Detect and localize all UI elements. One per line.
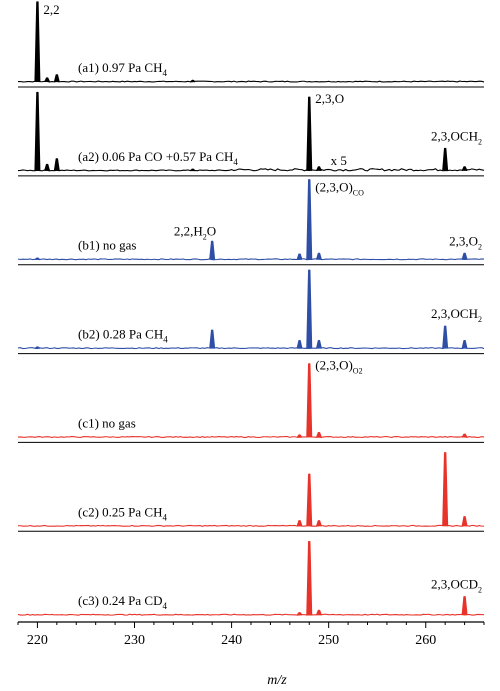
spectrum-peak [306, 473, 313, 527]
spectrum-peak [296, 612, 303, 616]
spectrum-peak [306, 179, 313, 260]
spectrum-peak [44, 77, 51, 83]
spectrum-panel-c3: (c3) 0.24 Pa CD4 2,3,OCD2 [17, 540, 485, 616]
spectrum-panel-b1: (b1) no gas 2,2,H2O (2,3,O)CO 2,3,O2 [17, 179, 485, 266]
peak-annotation: 2,3,OCH2 [431, 306, 482, 324]
x-tick-label: 220 [27, 633, 48, 648]
panel-label: (b1) no gas [78, 238, 137, 253]
spectrum-peak [306, 96, 313, 171]
spectrum-peak [209, 329, 216, 349]
peak-annotation: 2,2 [43, 2, 59, 17]
spectrum-peak [442, 452, 449, 527]
panel-label: (c2) 0.25 Pa CH4 [78, 504, 168, 522]
spectra-panels: (a1) 0.97 Pa CH4 2,2 (a2) 0.06 Pa CO +0.57… [17, 1, 485, 616]
peak-annotation: 2,2,H2O [174, 223, 216, 241]
spectrum-peak [461, 596, 468, 616]
panel-label: (b2) 0.28 Pa CH4 [78, 327, 168, 345]
spectrum-panel-a1: (a1) 0.97 Pa CH4 2,2 [17, 1, 485, 88]
spectrum-peak [461, 166, 468, 172]
spectrum-panel-a2: (a2) 0.06 Pa CO +0.57 Pa CH4 x 5 2,3,O 2,3,… [17, 91, 485, 177]
panel-label: (c3) 0.24 Pa CD4 [78, 593, 168, 611]
spectrum-baseline [17, 613, 485, 616]
spectrum-peak [44, 163, 51, 172]
spectrum-peak [189, 79, 196, 83]
peak-annotation: (2,3,O)CO [315, 180, 364, 198]
x-axis: 220 230 240 250 260 [17, 621, 485, 648]
spectrum-peak [442, 147, 449, 171]
spectrum-peak [34, 91, 41, 171]
spectrum-peak [34, 1, 41, 83]
spectrum-peak [53, 74, 60, 83]
x-tick-label: 240 [221, 633, 242, 648]
spectrum-baseline [17, 347, 485, 350]
spectrum-peak [34, 257, 41, 261]
spectrum-panel-b2: (b2) 0.28 Pa CH4 2,3,OCH2 [17, 269, 485, 355]
spectrum-peak [461, 433, 468, 438]
x-axis-label: m/z [267, 673, 287, 688]
panel-label: (a1) 0.97 Pa CH4 [78, 60, 168, 78]
peak-annotation: 2,3,OCH2 [431, 128, 482, 146]
magnification-label: x 5 [331, 153, 347, 168]
spectrum-peak [296, 339, 303, 349]
spectrum-peak [315, 252, 322, 260]
spectrum-peak [306, 269, 313, 349]
spectrum-peak [315, 339, 322, 349]
spectrum-panel-c2: (c2) 0.25 Pa CH4 [17, 452, 485, 532]
spectrum-peak [461, 339, 468, 349]
panel-label: (c1) no gas [78, 415, 136, 430]
panel-label: (a2) 0.06 Pa CO +0.57 Pa CH4 [78, 149, 238, 167]
spectrum-peak [316, 166, 322, 172]
spectrum-peak [306, 540, 313, 616]
spectrum-peak [296, 253, 303, 260]
spectrum-baseline [17, 258, 485, 261]
spectrum-peak [315, 520, 322, 527]
spectrum-baseline [17, 435, 485, 438]
spectrum-peak [442, 325, 449, 349]
spectrum-peak [209, 240, 216, 260]
peak-annotation: 2,3,O [315, 91, 344, 106]
spectrum-peak [296, 434, 303, 438]
spectrum-panel-c1: (c1) no gas (2,3,O)O2 [17, 357, 485, 443]
spectrum-baseline [17, 524, 485, 527]
spectrum-peak [461, 516, 468, 527]
spectrum-peak [189, 168, 196, 172]
spectrum-peak [296, 520, 303, 527]
spectrum-peak [53, 158, 60, 171]
spectrum-baseline [17, 168, 485, 172]
x-tick-label: 260 [415, 633, 436, 648]
peak-annotation: 2,3,OCD2 [431, 577, 482, 595]
spectrum-peak [306, 363, 313, 438]
peak-annotation: (2,3,O)O2 [315, 357, 362, 375]
x-tick-label: 230 [124, 633, 145, 648]
peak-annotation: 2,3,O2 [449, 233, 482, 251]
spectrum-peak [34, 346, 41, 350]
spectrum-peak [461, 252, 468, 260]
spectrum-peak [315, 432, 322, 438]
spectrum-baseline [17, 80, 485, 83]
spectrum-peak [315, 609, 322, 616]
x-tick-label: 250 [318, 633, 339, 648]
